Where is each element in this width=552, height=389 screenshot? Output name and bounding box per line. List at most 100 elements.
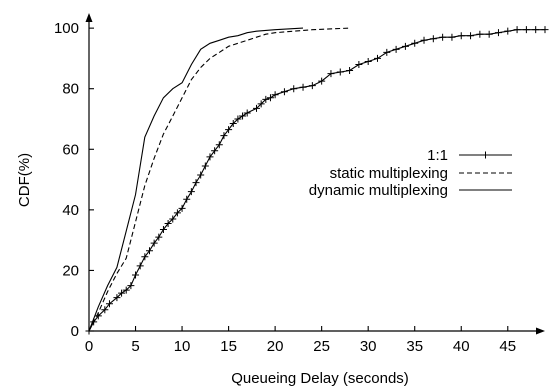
x-tick: 15 [220, 326, 237, 355]
data-point-marker [290, 85, 298, 93]
y-tick-label: 80 [62, 81, 79, 98]
data-point-marker [308, 82, 316, 90]
x-ticks: 0 5 10 15 20 25 30 35 40 45 [85, 326, 516, 355]
y-tick-label: 60 [62, 141, 79, 158]
data-point-marker [467, 32, 475, 40]
data-point-marker [229, 120, 237, 128]
data-point-marker [225, 126, 233, 134]
y-axis-label: CDF(%) [16, 153, 33, 207]
plot-area [85, 26, 549, 335]
y-tick: 60 [62, 141, 94, 158]
data-point-marker [192, 179, 200, 187]
data-point-marker [206, 153, 214, 161]
data-point-marker [187, 188, 195, 196]
data-point-marker [262, 95, 270, 103]
data-point-marker [271, 91, 279, 99]
legend-marker [482, 151, 489, 159]
data-point-marker [429, 35, 437, 43]
y-tick: 100 [54, 20, 94, 37]
data-point-marker [101, 306, 109, 314]
x-tick: 35 [406, 326, 423, 355]
data-point-marker [336, 68, 344, 76]
y-tick: 20 [62, 262, 94, 279]
data-point-marker [494, 29, 502, 37]
y-ticks: 0 20 40 60 80 100 [54, 20, 94, 340]
data-point-marker [280, 88, 288, 96]
y-tick-label: 100 [54, 20, 79, 37]
data-point-marker [243, 109, 251, 117]
legend-label: 1:1 [427, 147, 448, 164]
data-point-marker [318, 77, 326, 85]
data-point-marker [541, 26, 549, 34]
data-point-marker [173, 209, 181, 217]
data-point-marker [105, 300, 113, 308]
x-tick: 20 [267, 326, 284, 355]
data-point-marker [145, 247, 153, 255]
axes [85, 13, 545, 335]
data-point-marker [136, 262, 144, 270]
data-point-marker [411, 39, 419, 47]
series-dynamic-multiplexing [88, 27, 304, 332]
y-tick: 80 [62, 81, 94, 98]
data-point-marker [215, 141, 223, 149]
data-point-marker [169, 215, 177, 223]
x-tick: 45 [499, 326, 516, 355]
data-point-marker [132, 271, 140, 279]
data-point-marker [122, 286, 130, 294]
x-axis-arrow-icon [536, 327, 545, 335]
series-1-1 [85, 26, 549, 335]
data-point-marker [373, 54, 381, 62]
x-tick-label: 20 [267, 338, 284, 355]
data-point-marker [234, 115, 242, 123]
data-point-marker [266, 94, 274, 102]
data-point-marker [118, 289, 126, 297]
x-tick-label: 0 [85, 338, 93, 355]
x-tick-label: 45 [499, 338, 516, 355]
series-line [88, 27, 304, 332]
data-point-marker [211, 147, 219, 155]
data-point-marker [364, 57, 372, 65]
data-point-marker [197, 171, 205, 179]
data-point-marker [155, 233, 163, 241]
data-point-marker [457, 32, 465, 40]
data-point-marker [327, 70, 335, 78]
data-point-marker [159, 226, 167, 234]
x-tick-label: 5 [131, 338, 139, 355]
y-axis-arrow-icon [85, 13, 93, 22]
y-tick: 40 [62, 202, 94, 219]
data-point-marker [532, 26, 540, 34]
x-tick: 25 [313, 326, 330, 355]
data-point-marker [299, 83, 307, 91]
x-tick: 10 [174, 326, 190, 355]
data-point-marker [504, 27, 512, 35]
series-line [88, 29, 545, 332]
data-point-marker [253, 104, 261, 112]
data-point-marker [476, 30, 484, 38]
data-point-marker [220, 132, 228, 140]
y-tick-label: 20 [62, 262, 79, 279]
data-point-marker [420, 36, 428, 44]
x-tick: 40 [453, 326, 470, 355]
legend-entry: 1:1 [427, 147, 512, 164]
data-point-marker [113, 294, 121, 302]
x-tick-label: 30 [360, 338, 377, 355]
series-static-multiplexing [88, 27, 350, 332]
legend-label: dynamic multiplexing [309, 182, 448, 199]
data-point-marker [127, 282, 135, 290]
data-point-marker [383, 48, 391, 56]
data-point-marker [178, 204, 186, 212]
data-point-marker [141, 253, 149, 261]
y-tick-label: 40 [62, 202, 79, 219]
data-point-marker [522, 26, 530, 34]
x-axis-label: Queueing Delay (seconds) [231, 370, 409, 387]
data-point-marker [183, 195, 191, 203]
legend-label: static multiplexing [330, 165, 448, 182]
x-tick-label: 35 [406, 338, 423, 355]
data-point-marker [164, 219, 172, 227]
data-point-marker [346, 67, 354, 75]
x-tick-label: 40 [453, 338, 470, 355]
data-point-marker [257, 100, 265, 108]
data-point-marker [401, 42, 409, 50]
